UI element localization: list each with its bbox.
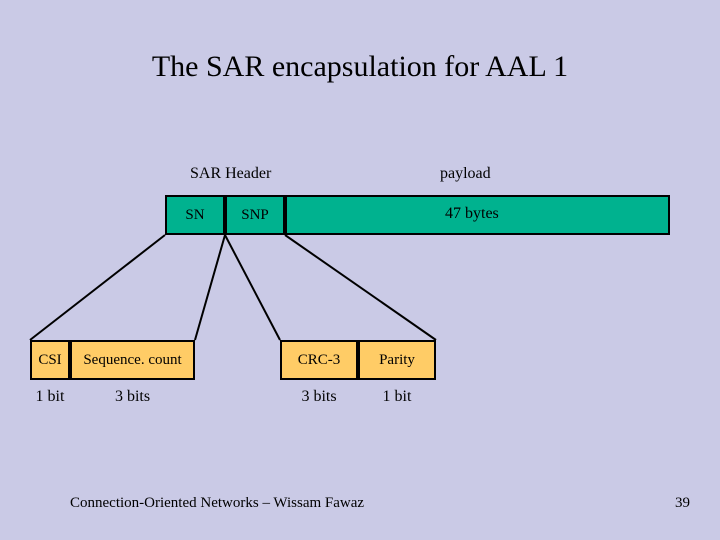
box-sn: SN <box>165 195 225 235</box>
box-csi-text: CSI <box>38 352 61 369</box>
page-number: 39 <box>675 495 690 512</box>
page-title: The SAR encapsulation for AAL 1 <box>0 50 720 84</box>
label-sar-header: SAR Header <box>190 165 271 183</box>
size-csi: 1 bit <box>30 388 70 406</box>
box-parity: Parity <box>358 340 436 380</box>
box-snp: SNP <box>225 195 285 235</box>
box-csi: CSI <box>30 340 70 380</box>
size-crc: 3 bits <box>280 388 358 406</box>
footer-text: Connection-Oriented Networks – Wissam Fa… <box>70 495 364 512</box>
size-parity: 1 bit <box>358 388 436 406</box>
box-crc: CRC-3 <box>280 340 358 380</box>
box-seq: Sequence. count <box>70 340 195 380</box>
box-sn-text: SN <box>185 207 204 224</box>
box-parity-text: Parity <box>379 352 415 369</box>
box-snp-text: SNP <box>241 207 269 224</box>
label-payload: payload <box>440 165 491 183</box>
label-47bytes: 47 bytes <box>445 205 499 223</box>
box-seq-text: Sequence. count <box>83 352 181 369</box>
size-seq: 3 bits <box>70 388 195 406</box>
box-crc-text: CRC-3 <box>298 352 341 369</box>
